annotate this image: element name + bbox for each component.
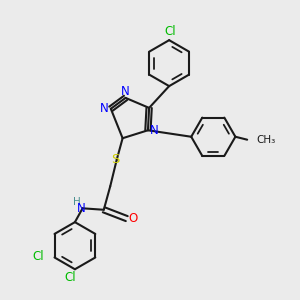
Text: S: S [111,153,119,166]
Text: N: N [77,202,85,215]
Text: CH₃: CH₃ [256,135,276,145]
Text: N: N [150,124,159,137]
Text: O: O [129,212,138,225]
Text: N: N [121,85,129,98]
Text: Cl: Cl [65,271,76,284]
Text: Cl: Cl [164,26,176,38]
Text: N: N [100,102,109,115]
Text: Cl: Cl [33,250,44,262]
Text: H: H [73,197,81,207]
